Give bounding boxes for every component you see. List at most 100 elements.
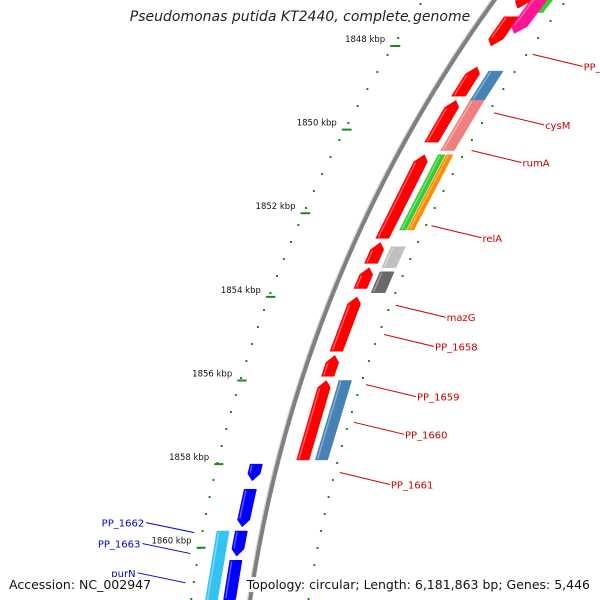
track-dot xyxy=(451,173,454,175)
scale-tick-label: 1858 kbp xyxy=(169,453,209,463)
gene-label: PP_1658 xyxy=(435,342,478,353)
gene-shading xyxy=(491,17,507,39)
gene-feature xyxy=(314,380,352,461)
track-dot xyxy=(502,88,505,90)
gene-shading xyxy=(316,381,342,460)
backbone-highlight xyxy=(247,0,493,600)
track-dot xyxy=(470,139,473,141)
gene-shading xyxy=(224,561,233,599)
gene-shading xyxy=(323,363,329,376)
track-dot xyxy=(461,156,464,158)
track-dot xyxy=(374,343,377,345)
track-dot xyxy=(367,360,370,362)
scale-tick-label: 1856 kbp xyxy=(192,369,232,379)
gene-feature xyxy=(329,296,361,352)
gene-feature xyxy=(247,463,263,482)
gene-label: mazG xyxy=(447,313,476,324)
gene-shading xyxy=(331,304,351,351)
scale-tick-label: 1850 kbp xyxy=(297,119,337,129)
gene-feature xyxy=(440,100,485,151)
label-leader xyxy=(142,543,191,555)
track-dot xyxy=(397,37,400,39)
label-leader xyxy=(383,334,435,347)
track-dot xyxy=(409,258,412,260)
track-dot xyxy=(229,411,232,413)
gene-feature xyxy=(406,154,454,231)
track-dot xyxy=(327,496,330,498)
backbone-line xyxy=(247,0,498,600)
gene-feature xyxy=(353,267,374,289)
track-dot xyxy=(319,530,322,532)
track-dot xyxy=(394,292,397,294)
gene-shading xyxy=(472,71,492,100)
gene-feature xyxy=(424,99,460,143)
scale-tick-label: 1852 kbp xyxy=(256,202,296,212)
gene-shading xyxy=(453,74,468,96)
track-dot xyxy=(366,88,369,90)
track-dot xyxy=(331,479,334,481)
label-leader xyxy=(493,112,545,126)
gene-feature xyxy=(381,246,406,268)
gene-feature xyxy=(515,0,532,9)
label-leader xyxy=(431,225,482,239)
map-title: Pseudomonas putida KT2440, complete geno… xyxy=(129,9,471,25)
gene-shading xyxy=(513,0,535,26)
gene-label: PP_1659 xyxy=(417,393,460,404)
gene-shading xyxy=(372,272,383,292)
topology-text: Topology: circular; Length: 6,181,863 bp… xyxy=(246,577,590,592)
track-dot xyxy=(312,190,315,192)
gene-label: purN xyxy=(111,569,135,580)
track-dot xyxy=(220,445,223,447)
gene-feature xyxy=(223,560,243,600)
track-dot xyxy=(195,564,198,566)
label-leader xyxy=(339,471,390,485)
gene-feature xyxy=(296,380,331,461)
track-dot xyxy=(347,122,350,124)
track-dot xyxy=(525,54,528,56)
track-dot xyxy=(513,71,516,73)
track-dot xyxy=(256,326,259,328)
accession-text: Accession: NC_002947 xyxy=(9,577,152,592)
gene-label: PP_1663 xyxy=(98,540,141,551)
track-dot xyxy=(313,564,316,566)
track-dot xyxy=(356,394,359,396)
track-dot xyxy=(263,309,266,311)
track-dot xyxy=(386,54,389,56)
gene-feature xyxy=(231,530,248,557)
track-dot xyxy=(304,207,307,209)
scale-ticks: 1848 kbp 1850 kbp 1852 kbp 1854 kbp 1856 kbp… xyxy=(151,35,401,549)
label-leader xyxy=(137,572,186,584)
track-dot xyxy=(251,343,254,345)
gene-feature xyxy=(370,271,395,293)
track-dot xyxy=(380,326,383,328)
gene-shading xyxy=(401,155,441,230)
label-leader xyxy=(532,53,583,67)
track-dot xyxy=(537,37,540,39)
track-dot xyxy=(362,377,364,379)
track-dot xyxy=(323,513,326,515)
track-dot xyxy=(190,598,193,600)
gene-feature xyxy=(205,530,230,600)
gene-feature xyxy=(399,154,446,231)
scale-tick-label: 1848 kbp xyxy=(345,35,385,45)
track-dot xyxy=(376,71,379,73)
track-dot xyxy=(338,139,341,141)
track-dot xyxy=(275,275,278,277)
track-dot xyxy=(340,445,343,447)
gene-label: cysM xyxy=(545,121,570,132)
gene-feature xyxy=(364,242,385,264)
track-dot xyxy=(289,241,292,243)
track-dot xyxy=(208,496,211,498)
track-dot xyxy=(269,292,272,294)
gene-shading xyxy=(249,464,253,474)
gene-shading xyxy=(355,275,363,288)
gene-feature xyxy=(237,488,257,528)
gene-shading xyxy=(233,531,238,549)
track-dot xyxy=(282,258,285,260)
track-dot xyxy=(225,428,228,430)
track-dot xyxy=(240,377,243,379)
gene-label: PP_1653 xyxy=(584,62,600,73)
track-dot xyxy=(192,581,195,583)
gene-labels: PP_1653 cysM rumA relA mazG PP_1658 PP_1659 PP_… xyxy=(98,53,600,584)
